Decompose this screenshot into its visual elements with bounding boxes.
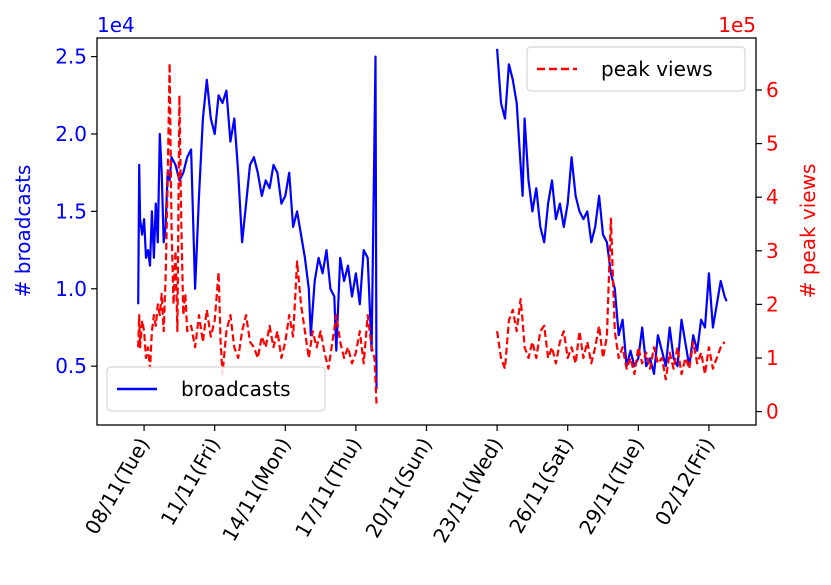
right-axis: 0 1 2 3 4 5 6 — [756, 78, 779, 424]
x-axis-tick-label: 14/11(Mon) — [217, 434, 295, 546]
left-axis-tick-label: 1.0 — [55, 277, 87, 301]
peak-views-line-segment-2 — [496, 217, 726, 381]
x-axis-tick-label: 08/11(Tue) — [80, 434, 154, 539]
x-axis-tick-label: 17/11(Thu) — [290, 434, 366, 542]
right-axis-tick-label: 6 — [766, 78, 779, 102]
right-axis-label: # peak views — [796, 164, 820, 299]
peak-views-line-segment-1 — [137, 62, 378, 404]
x-axis-tick-label: 26/11(Sat) — [504, 434, 578, 538]
x-axis: 08/11(Tue) 11/11(Fri)14/11(Mon)17/11(Thu)… — [80, 425, 719, 547]
x-axis-tick-label: 11/11(Fri) — [156, 434, 225, 530]
left-axis-label: # broadcasts — [11, 165, 35, 298]
x-axis-tick-label: 23/11(Wed) — [428, 434, 507, 547]
legend-broadcasts-box — [106, 366, 326, 412]
broadcasts-line-segment-1 — [137, 55, 378, 390]
right-axis-tick-label: 0 — [766, 400, 779, 424]
x-axis-tick-label: 29/11(Tue) — [574, 434, 648, 539]
left-axis-offset: 1e4 — [97, 13, 135, 37]
legend-peak-views-box — [526, 46, 746, 92]
left-axis-tick-label: 2.5 — [55, 45, 87, 69]
x-axis-tick-label: 20/11(Sun) — [360, 434, 436, 542]
legend-peak-views: peak views — [526, 46, 746, 92]
right-axis-tick-label: 2 — [766, 292, 779, 316]
right-axis-offset: 1e5 — [718, 13, 756, 37]
legend-peak-views-label: peak views — [601, 57, 713, 81]
x-axis-tick-label: 02/12(Fri) — [650, 434, 719, 530]
legend-broadcasts: broadcasts — [106, 366, 326, 412]
series-layer — [137, 48, 728, 404]
right-axis-tick-label: 1 — [766, 346, 779, 370]
left-axis: 0.5 1.0 1.5 2.0 2.5 — [55, 45, 97, 378]
left-axis-tick-label: 2.0 — [55, 122, 87, 146]
right-axis-tick-label: 5 — [766, 132, 779, 156]
right-axis-tick-label: 4 — [766, 185, 779, 209]
right-axis-tick-label: 3 — [766, 239, 779, 263]
left-axis-tick-label: 0.5 — [55, 354, 87, 378]
left-axis-tick-label: 1.5 — [55, 199, 87, 223]
legend-broadcasts-label: broadcasts — [181, 377, 291, 401]
